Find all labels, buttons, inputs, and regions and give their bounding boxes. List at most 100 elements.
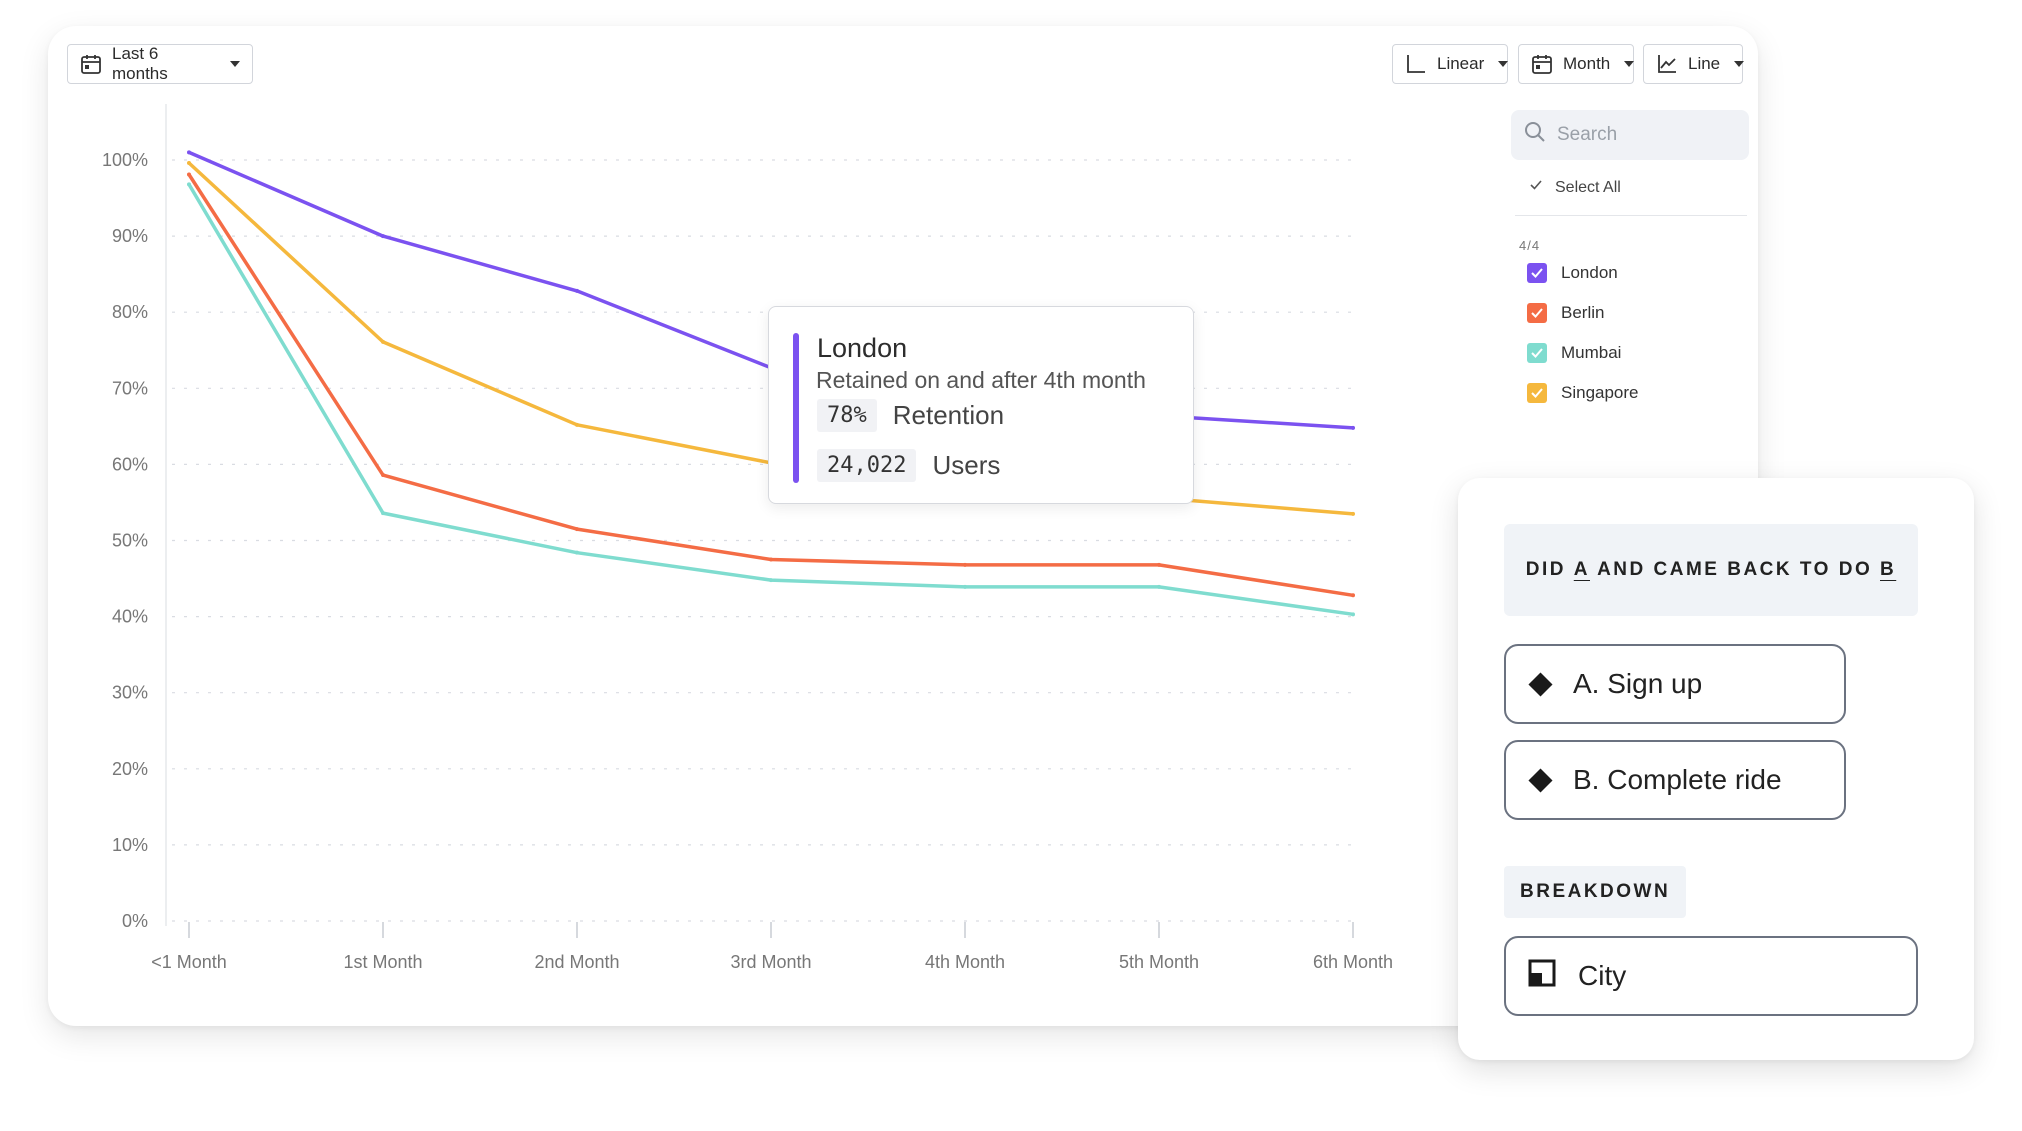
data-point-berlin <box>769 557 773 562</box>
data-point-london <box>381 234 385 239</box>
event-b-label: B. Complete ride <box>1573 764 1782 795</box>
data-point-singapore <box>1351 511 1355 516</box>
checkbox-checked-icon[interactable] <box>1527 343 1547 363</box>
check-icon <box>1529 178 1543 197</box>
criteria-text-pre: DID <box>1525 559 1574 580</box>
y-tick-label: 50% <box>112 531 148 551</box>
legend-item-label: Mumbai <box>1561 343 1622 362</box>
chevron-down-icon <box>230 61 240 67</box>
y-tick-label: 20% <box>112 759 148 779</box>
y-tick-label: 30% <box>112 683 148 703</box>
scale-label: Linear <box>1437 54 1485 73</box>
query-builder-card: DID A AND CAME BACK TO DO B A. Sign up B… <box>1458 478 1974 1060</box>
line-chart-icon <box>1656 53 1678 75</box>
series-color-bar <box>793 333 799 483</box>
x-tick-label: 1st Month <box>343 952 422 972</box>
data-point-singapore <box>187 161 191 166</box>
search-icon <box>1523 120 1547 150</box>
selected-count: 4/4 <box>1519 238 1541 253</box>
legend-item-label: Berlin <box>1561 303 1605 322</box>
axis-icon <box>1405 53 1427 75</box>
checkbox-checked-icon[interactable] <box>1527 303 1547 323</box>
data-point-berlin <box>187 172 191 177</box>
legend-item[interactable]: London <box>1511 253 1751 293</box>
breakdown-label: BREAKDOWN <box>1504 866 1687 918</box>
search-placeholder: Search <box>1557 124 1618 145</box>
y-tick-label: 100% <box>102 150 148 170</box>
legend-item[interactable]: Singapore <box>1511 373 1751 413</box>
y-tick-label: 0% <box>122 911 148 931</box>
legend-item[interactable]: Mumbai <box>1511 333 1751 373</box>
interval-dropdown[interactable]: Month <box>1518 44 1635 84</box>
event-diamond-icon <box>1528 671 1553 697</box>
date-range-button[interactable]: Last 6 months <box>67 44 253 84</box>
event-diamond-icon <box>1528 767 1553 793</box>
retention-line-chart: 0% 10% 20% 30% 40% 50% 60% 70% 80% 90% 100% <1 Mont… <box>102 104 1393 972</box>
hover-tooltip: London Retained on and after 4th month 7… <box>768 306 1194 504</box>
data-point-berlin <box>963 562 967 567</box>
users-value: 24,022 <box>817 449 917 482</box>
event-b-step[interactable]: B. Complete ride <box>1504 740 1846 820</box>
divider <box>1515 215 1747 216</box>
tooltip-users-row: 24,022 Users <box>817 449 1000 482</box>
event-a-label: A. Sign up <box>1573 668 1703 699</box>
criteria-event-a: A <box>1573 559 1590 580</box>
data-point-singapore <box>381 339 385 344</box>
retention-value: 78% <box>817 399 877 432</box>
event-a-step[interactable]: A. Sign up <box>1504 644 1846 724</box>
x-tick-label: 5th Month <box>1119 952 1199 972</box>
data-point-london <box>187 150 191 155</box>
x-tick-label: 3rd Month <box>730 952 811 972</box>
data-point-mumbai <box>963 584 967 589</box>
data-point-mumbai <box>769 578 773 583</box>
retention-criteria-header[interactable]: DID A AND CAME BACK TO DO B <box>1504 524 1918 616</box>
data-point-mumbai <box>575 550 579 555</box>
legend-item[interactable]: Berlin <box>1511 293 1751 333</box>
legend-list: London Berlin Mumbai Singapore <box>1511 253 1751 413</box>
x-tick-label: 2nd Month <box>534 952 619 972</box>
checkbox-checked-icon[interactable] <box>1527 263 1547 283</box>
x-tick-label: 6th Month <box>1313 952 1393 972</box>
chevron-down-icon <box>1498 61 1509 67</box>
legend-item-label: Singapore <box>1561 383 1639 402</box>
tooltip-series-name: London <box>817 333 908 363</box>
criteria-event-b: B <box>1880 559 1897 580</box>
chart-type-dropdown[interactable]: Line <box>1643 44 1745 84</box>
tooltip-subtitle: Retained on and after 4th month <box>816 367 1146 393</box>
legend-search-input[interactable]: Search <box>1511 110 1749 160</box>
tooltip-retention-row: 78% Retention <box>817 399 1004 432</box>
x-tick-label: 4th Month <box>925 952 1005 972</box>
data-point-berlin <box>381 473 385 478</box>
select-all-option[interactable]: Select All <box>1511 178 1751 197</box>
y-tick-label: 40% <box>112 607 148 627</box>
property-icon <box>1528 959 1556 994</box>
interval-label: Month <box>1563 54 1611 73</box>
data-point-berlin <box>1351 593 1355 598</box>
data-point-london <box>575 288 579 293</box>
data-point-berlin <box>575 527 579 532</box>
calendar-icon <box>80 53 102 75</box>
date-range-label: Last 6 months <box>112 44 168 83</box>
y-tick-label: 70% <box>112 378 148 398</box>
data-point-mumbai <box>1351 612 1355 617</box>
data-point-singapore <box>575 422 579 427</box>
calendar-icon <box>1531 53 1553 75</box>
chart-type-label: Line <box>1688 54 1721 73</box>
data-point-london <box>1351 425 1355 430</box>
y-tick-label: 80% <box>112 302 148 322</box>
y-tick-label: 10% <box>112 835 148 855</box>
checkbox-checked-icon[interactable] <box>1527 383 1547 403</box>
chevron-down-icon <box>1624 61 1635 67</box>
data-point-mumbai <box>381 511 385 516</box>
y-tick-label: 60% <box>112 454 148 474</box>
select-all-label: Select All <box>1555 178 1621 196</box>
retention-label: Retention <box>892 400 1005 430</box>
data-point-berlin <box>1157 562 1161 567</box>
x-tick-label: <1 Month <box>151 952 227 972</box>
legend-item-label: London <box>1561 263 1618 282</box>
criteria-text-mid: AND CAME BACK TO DO <box>1590 559 1880 580</box>
scale-dropdown[interactable]: Linear <box>1392 44 1509 84</box>
data-point-mumbai <box>187 182 191 187</box>
breakdown-property-button[interactable]: City <box>1504 936 1918 1016</box>
breakdown-property-label: City <box>1578 960 1627 991</box>
